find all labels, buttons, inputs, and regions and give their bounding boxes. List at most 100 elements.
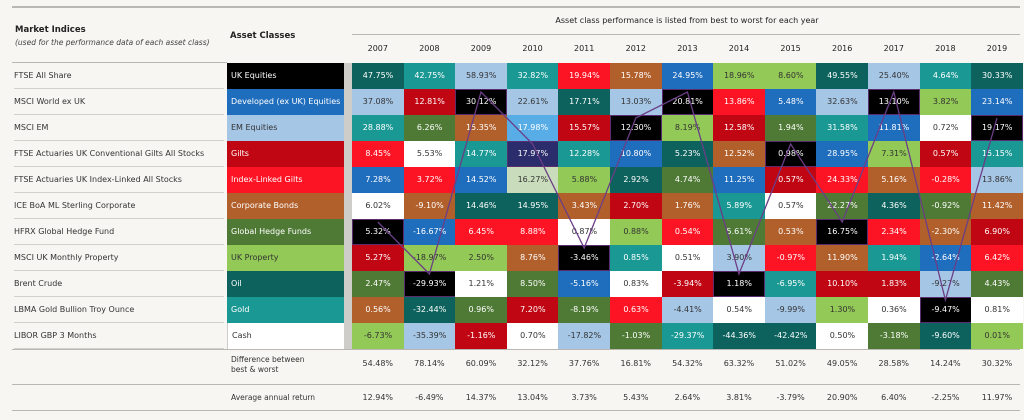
performance-cell-pr: 0.01% bbox=[971, 323, 1024, 349]
performance-cell-glt: 1.83% bbox=[868, 271, 921, 297]
performance-cell-dev: 11.81% bbox=[868, 115, 921, 141]
year-header: 2016 bbox=[832, 44, 853, 53]
performance-cell-gld: 14.77% bbox=[455, 141, 508, 167]
performance-cell-oil: -9.60% bbox=[919, 323, 972, 349]
performance-cell-uk: 12.30% bbox=[610, 115, 663, 141]
performance-cell-csh: 0.57% bbox=[764, 193, 817, 219]
performance-cell-gld: 42.75% bbox=[403, 63, 456, 89]
performance-cell-csh: 0.72% bbox=[919, 115, 972, 141]
year-header: 2010 bbox=[522, 44, 543, 53]
year-header: 2019 bbox=[986, 44, 1008, 53]
performance-cell-oil: 47.75% bbox=[352, 63, 405, 89]
performance-cell-dev: 17.98% bbox=[506, 115, 559, 141]
performance-cell-oil: 14.46% bbox=[455, 193, 508, 219]
performance-cell-ilg: 8.45% bbox=[352, 141, 405, 167]
performance-cell-pr: 5.88% bbox=[558, 167, 611, 193]
performance-cell-hf: 8.50% bbox=[506, 271, 559, 297]
performance-cell-em: 22.61% bbox=[506, 89, 559, 115]
performance-cell-uk: 16.75% bbox=[816, 219, 869, 245]
performance-cell-dev: -16.67% bbox=[403, 219, 456, 245]
performance-cell-uk: -9.47% bbox=[919, 297, 972, 323]
performance-cell-pr: 8.19% bbox=[661, 115, 714, 141]
market-index-label: FTSE Actuaries UK Conventional Gilts All… bbox=[14, 141, 224, 167]
performance-cell-pr: -18.97% bbox=[403, 245, 456, 271]
performance-cell-ilg: 8.88% bbox=[506, 219, 559, 245]
performance-cell-em: -35.39% bbox=[403, 323, 456, 349]
performance-cell-csh: 1.21% bbox=[455, 271, 508, 297]
asset-class-label-ilg: Index-Linked Gilts bbox=[227, 167, 344, 193]
performance-cell-em: 25.40% bbox=[868, 63, 921, 89]
performance-cell-ilg: 13.86% bbox=[713, 89, 766, 115]
average-return-value: 12.94% bbox=[362, 393, 394, 402]
performance-cell-gld: 4.64% bbox=[919, 63, 972, 89]
performance-cell-glt: 0.57% bbox=[764, 167, 817, 193]
performance-cell-gld: 32.82% bbox=[506, 63, 559, 89]
year-header: 2014 bbox=[728, 44, 750, 53]
performance-cell-hf: 4.74% bbox=[661, 167, 714, 193]
difference-value: 54.48% bbox=[362, 359, 394, 368]
year-header: 2018 bbox=[935, 44, 956, 53]
performance-cell-gld: 12.28% bbox=[558, 141, 611, 167]
performance-cell-pr: -6.73% bbox=[352, 323, 405, 349]
year-header: 2007 bbox=[367, 44, 388, 53]
performance-cell-cb: 5.16% bbox=[868, 167, 921, 193]
top-rule bbox=[12, 6, 1020, 8]
difference-label-line1: Difference between bbox=[231, 355, 305, 364]
performance-cell-oil: 2.92% bbox=[610, 167, 663, 193]
performance-cell-dev: -2.64% bbox=[919, 245, 972, 271]
difference-value: 30.32% bbox=[981, 359, 1013, 368]
performance-cell-dev: 23.14% bbox=[971, 89, 1024, 115]
performance-cell-hf: 4.43% bbox=[971, 271, 1024, 297]
year-header: 2011 bbox=[574, 44, 595, 53]
average-return-value: 2.64% bbox=[674, 393, 701, 402]
market-index-label: HFRX Global Hedge Fund bbox=[14, 219, 224, 245]
asset-class-label-glt: Gilts bbox=[227, 141, 344, 167]
performance-cell-em: -4.41% bbox=[661, 297, 714, 323]
performance-cell-pr: 2.50% bbox=[455, 245, 508, 271]
performance-cell-pr: 8.60% bbox=[764, 63, 817, 89]
year-header: 2015 bbox=[780, 44, 801, 53]
difference-label: Difference between best & worst bbox=[231, 355, 304, 375]
header-rule bbox=[12, 62, 227, 63]
performance-cell-dev: 7.28% bbox=[352, 167, 405, 193]
market-index-label: FTSE Actuaries UK Index-Linked All Stock… bbox=[14, 167, 224, 193]
difference-label-line2: best & worst bbox=[231, 365, 279, 374]
year-header: 2012 bbox=[625, 44, 646, 53]
performance-cell-hf: 0.96% bbox=[455, 297, 508, 323]
performance-cell-glt: 15.57% bbox=[558, 115, 611, 141]
performance-cell-ilg: 3.72% bbox=[403, 167, 456, 193]
performance-cell-cb: 11.42% bbox=[971, 193, 1024, 219]
market-index-label: MSCI UK Monthly Property bbox=[14, 245, 224, 271]
performance-cell-pr: 7.31% bbox=[868, 141, 921, 167]
performance-cell-pr: 16.27% bbox=[506, 167, 559, 193]
performance-cell-cb: 3.43% bbox=[558, 193, 611, 219]
average-return-value: -6.49% bbox=[415, 393, 444, 402]
year-header: 2009 bbox=[470, 44, 492, 53]
performance-cell-hf: 1.94% bbox=[764, 115, 817, 141]
performance-cell-gld: 1.94% bbox=[868, 245, 921, 271]
performance-cell-gld: 0.85% bbox=[610, 245, 663, 271]
performance-cell-gld: 31.58% bbox=[816, 115, 869, 141]
table-title: Asset class performance is listed from b… bbox=[555, 16, 819, 25]
performance-cell-em: 58.93% bbox=[455, 63, 508, 89]
performance-cell-em: 13.03% bbox=[610, 89, 663, 115]
performance-cell-cb: 1.76% bbox=[661, 193, 714, 219]
difference-value: 16.81% bbox=[620, 359, 652, 368]
market-index-label: Brent Crude bbox=[14, 271, 224, 297]
performance-cell-oil: 49.55% bbox=[816, 63, 869, 89]
year-header: 2013 bbox=[677, 44, 698, 53]
title-rule bbox=[352, 34, 1020, 35]
performance-cell-ilg: 0.63% bbox=[610, 297, 663, 323]
performance-cell-glt: 2.70% bbox=[610, 193, 663, 219]
asset-class-label-uk: UK Equities bbox=[227, 63, 344, 89]
average-return-value: -2.25% bbox=[931, 393, 960, 402]
performance-cell-hf: -3.18% bbox=[868, 323, 921, 349]
average-return-value: 3.81% bbox=[726, 393, 752, 402]
performance-cell-oil: 17.71% bbox=[558, 89, 611, 115]
performance-cell-pr: 1.30% bbox=[816, 297, 869, 323]
asset-class-label-oil: Oil bbox=[227, 271, 344, 297]
performance-cell-pr: 0.88% bbox=[610, 219, 663, 245]
performance-cell-glt: 6.90% bbox=[971, 219, 1024, 245]
performance-cell-em: 32.63% bbox=[816, 89, 869, 115]
performance-cell-em: -9.99% bbox=[764, 297, 817, 323]
